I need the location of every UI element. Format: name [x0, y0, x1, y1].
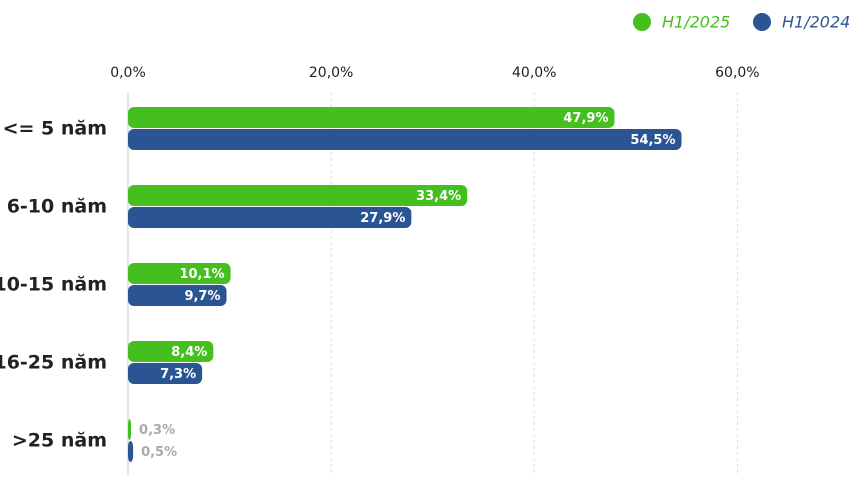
- legend-marker: [753, 13, 771, 31]
- value-label: 9,7%: [184, 289, 220, 304]
- value-label: 0,5%: [141, 445, 177, 460]
- value-label: 54,5%: [630, 133, 675, 148]
- value-label: 47,9%: [563, 111, 608, 126]
- x-tick-label: 0,0%: [110, 65, 146, 81]
- bar: [128, 185, 468, 206]
- value-label: 0,3%: [139, 423, 175, 438]
- bar: [128, 341, 214, 362]
- value-label: 27,9%: [360, 211, 405, 226]
- bar: [128, 285, 227, 306]
- value-label: 8,4%: [171, 345, 207, 360]
- category-label: >25 năm: [12, 430, 107, 452]
- legend-marker: [633, 13, 651, 31]
- value-label: 7,3%: [160, 367, 196, 382]
- bar: [128, 363, 203, 384]
- category-label: <= 5 năm: [3, 118, 107, 140]
- x-tick-label: 20,0%: [309, 65, 353, 81]
- bar: [128, 263, 231, 284]
- bar: [128, 129, 682, 150]
- bar: [128, 441, 134, 462]
- category-label: 10-15 năm: [0, 274, 107, 296]
- x-tick-label: 60,0%: [715, 65, 759, 81]
- legend-label: H1/2024: [782, 13, 850, 32]
- x-tick-label: 40,0%: [512, 65, 556, 81]
- category-label: 6-10 năm: [7, 196, 107, 218]
- bar: [128, 207, 412, 228]
- category-label: 16-25 năm: [0, 352, 107, 374]
- legend-label: H1/2025: [662, 13, 730, 32]
- value-label: 33,4%: [416, 189, 461, 204]
- bar: [128, 107, 615, 128]
- value-label: 10,1%: [179, 267, 224, 282]
- bar: [128, 419, 132, 440]
